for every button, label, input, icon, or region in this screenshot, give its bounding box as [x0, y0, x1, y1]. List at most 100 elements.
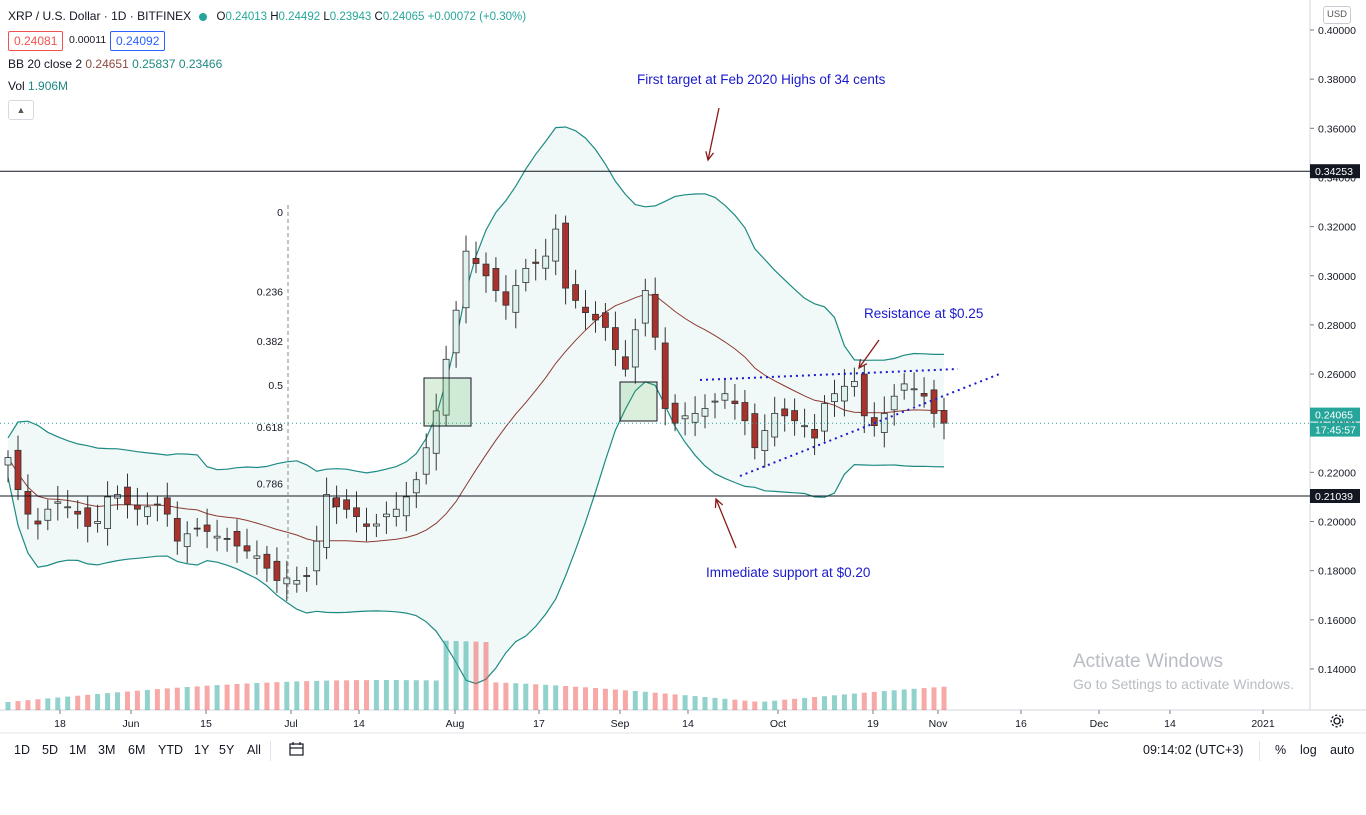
volume-bar	[563, 686, 569, 710]
goto-date-button[interactable]	[288, 741, 306, 762]
toolbar-divider-2	[1259, 741, 1260, 761]
timeframe-ytd[interactable]: YTD	[158, 743, 183, 757]
candle-body	[44, 508, 52, 521]
timeframe-1m[interactable]: 1M	[69, 743, 87, 757]
timeframe-5d[interactable]: 5D	[42, 743, 58, 757]
volume-bar	[782, 699, 788, 710]
candle-body	[602, 312, 609, 328]
volume-bar	[473, 641, 479, 710]
volume-bar	[453, 641, 459, 710]
collapse-legend-button[interactable]: ▲	[8, 100, 34, 120]
support-arrow-head	[714, 497, 724, 509]
candle-body	[183, 533, 191, 547]
time-tick-label: 2021	[1251, 718, 1275, 730]
candle-body	[502, 291, 510, 306]
log-scale-toggle[interactable]: log	[1300, 743, 1317, 757]
timeframe-1d[interactable]: 1D	[14, 743, 30, 757]
candle-body	[512, 285, 520, 313]
timeframe-all[interactable]: All	[247, 743, 261, 757]
vol-value: 1.906M	[28, 79, 69, 93]
price-axis-label: 0.21039	[1315, 491, 1353, 503]
volume-bar	[204, 685, 210, 710]
symbol-title[interactable]: XRP / U.S. Dollar · 1D · BITFINEX	[8, 9, 192, 23]
candle-body	[54, 501, 62, 504]
candle-body	[84, 507, 92, 527]
volume-bar	[493, 682, 499, 710]
volume-bar	[812, 697, 818, 710]
bb-upper-value: 0.25837	[132, 57, 176, 71]
resistance-arrow-head	[858, 359, 868, 370]
buy-price-button[interactable]: 0.24092	[110, 31, 166, 51]
currency-button[interactable]: USD	[1323, 6, 1351, 24]
bollinger-band-fill	[8, 127, 944, 684]
spread-value: 0.00011	[69, 34, 107, 46]
candle-body	[392, 508, 400, 517]
open-value: 0.24013	[225, 11, 268, 23]
ohlc-readout: O0.24013 H0.24492 L0.23943 C0.24065 +0.0…	[216, 11, 527, 23]
volume-bar	[553, 685, 559, 710]
candle-body	[4, 457, 12, 466]
volume-bar	[423, 680, 429, 710]
volume-bar	[881, 691, 887, 710]
close-value: 0.24065	[382, 11, 425, 23]
candle-body	[761, 430, 769, 452]
candle-body	[860, 373, 868, 417]
volume-bar	[134, 690, 140, 710]
volume-bar	[861, 692, 867, 710]
chart-settings-button[interactable]	[1330, 714, 1344, 733]
percent-scale-toggle[interactable]: %	[1275, 743, 1287, 757]
fib-level-label: 0.236	[257, 287, 283, 299]
candle-body	[153, 503, 161, 506]
volume-bar	[483, 642, 489, 710]
candle-body	[432, 410, 440, 454]
candle-body	[851, 380, 858, 387]
candle-body	[363, 523, 370, 527]
candle-body	[412, 479, 420, 494]
volume-bar	[244, 683, 250, 710]
annotation-support: Immediate support at $0.20	[706, 565, 871, 580]
volume-bar	[184, 687, 190, 710]
price-tick-label: 0.16000	[1318, 615, 1356, 627]
volume-bar	[214, 685, 220, 710]
candle-body	[612, 327, 619, 350]
candle-body	[572, 284, 579, 301]
toolbar-divider	[270, 741, 271, 761]
volume-bar	[383, 680, 389, 710]
volume-bar	[851, 693, 857, 710]
timeframe-5y[interactable]: 5Y	[219, 743, 235, 757]
candle-body	[133, 504, 141, 510]
sell-price-button[interactable]: 0.24081	[8, 31, 64, 51]
target-arrow	[707, 107, 720, 161]
candle-body	[711, 400, 719, 403]
auto-scale-toggle[interactable]: auto	[1330, 743, 1355, 757]
candle-body	[671, 402, 679, 424]
candle-body	[303, 575, 311, 577]
bb-indicator-legend[interactable]: BB 20 close 2 0.24651 0.25837 0.23466	[8, 57, 222, 71]
price-axis-label: 0.24065	[1315, 410, 1353, 422]
price-tick-label: 0.20000	[1318, 517, 1356, 529]
watermark-subtitle: Go to Settings to activate Windows.	[1073, 676, 1294, 692]
candle-body	[24, 490, 32, 515]
timeframe-3m[interactable]: 3M	[98, 743, 116, 757]
annotation-first-target: First target at Feb 2020 Highs of 34 cen…	[637, 72, 886, 87]
time-tick-label: 14	[353, 718, 365, 730]
candle-body	[900, 383, 908, 391]
volume-bar	[632, 691, 638, 710]
time-tick-label: Sep	[611, 718, 630, 730]
candle-body	[313, 540, 321, 572]
volume-bar	[224, 684, 230, 710]
timeframe-1y[interactable]: 1Y	[194, 743, 210, 757]
candle-body	[841, 385, 848, 402]
time-tick-label: 16	[1015, 718, 1027, 730]
candle-body	[731, 400, 739, 405]
volume-bar	[752, 701, 758, 710]
volume-bar	[443, 640, 449, 710]
candle-body	[193, 527, 201, 530]
clock-readout[interactable]: 09:14:02 (UTC+3)	[1143, 743, 1244, 757]
bottom-toolbar: 1D 5D 1M 3M 6M YTD 1Y 5Y All 09:14:02 (U…	[0, 733, 1366, 769]
volume-bar	[612, 689, 618, 710]
candle-body	[771, 412, 779, 438]
volume-legend[interactable]: Vol 1.906M	[8, 79, 68, 93]
timeframe-6m[interactable]: 6M	[128, 743, 146, 757]
